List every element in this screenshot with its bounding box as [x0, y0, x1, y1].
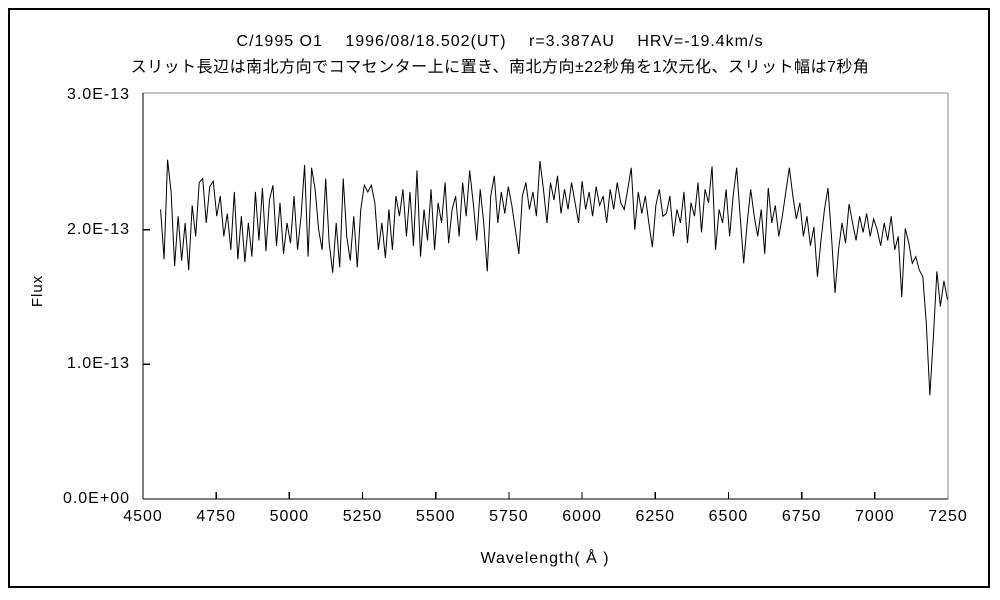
y-tick-label: 0.0E+00 — [62, 490, 130, 507]
x-tick-label: 4500 — [123, 508, 163, 525]
y-tick-label: 3.0E-13 — [66, 86, 130, 103]
x-tick-label: 6750 — [781, 508, 822, 525]
x-tick-label: 5500 — [415, 508, 456, 525]
x-tick-label: 7000 — [855, 508, 895, 525]
chart-title: C/1995 O1 1996/08/18.502(UT) r=3.387AU H… — [236, 33, 764, 50]
x-tick-label: 5250 — [342, 508, 383, 525]
x-tick-label: 4750 — [196, 508, 236, 525]
x-tick-label: 5000 — [269, 508, 310, 525]
x-tick-label: 6500 — [708, 508, 749, 525]
y-tick-label: 2.0E-13 — [66, 220, 130, 238]
spectrum-line — [160, 159, 948, 396]
chart-subtitle: スリット長辺は南北方向でコマセンター上に置き、南北方向±22秒角を1次元化、スリ… — [130, 59, 870, 76]
x-tick-label: 5750 — [489, 508, 529, 525]
x-tick-label: 7250 — [928, 508, 968, 525]
x-axis-label: Wavelength( Å ) — [480, 550, 610, 567]
x-tick-label: 6250 — [635, 508, 676, 525]
x-tick-label: 6000 — [562, 508, 602, 525]
y-tick-label: 1.0E-13 — [66, 355, 130, 373]
